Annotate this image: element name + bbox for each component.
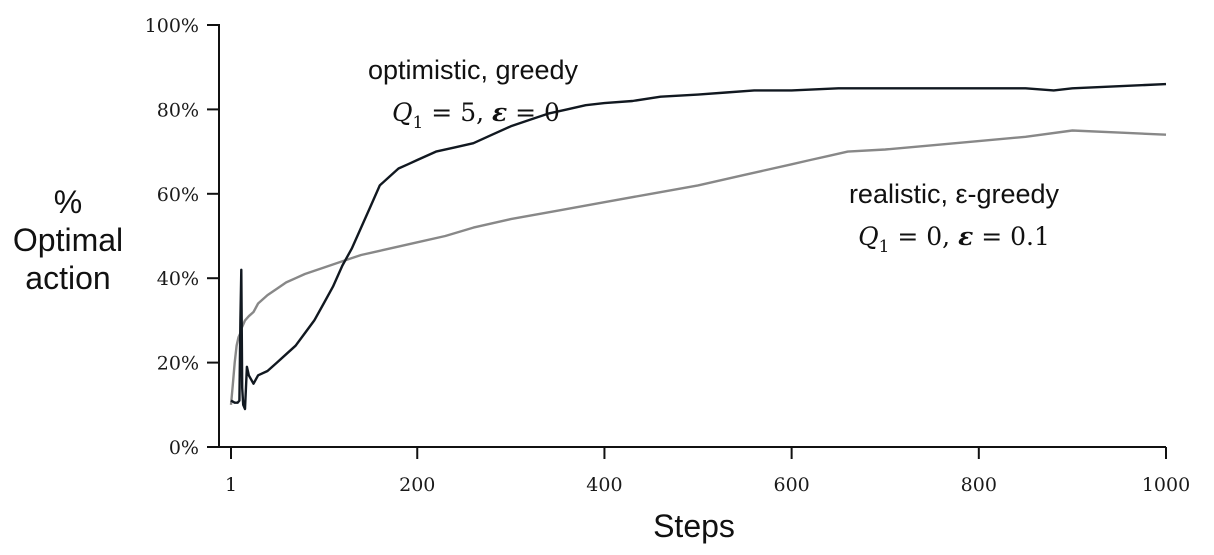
annotation-optimistic-params: Q1 = 5, ε = 0 bbox=[392, 98, 560, 133]
y-tick-label: 20% bbox=[157, 353, 199, 375]
y-tick-label: 40% bbox=[157, 268, 199, 290]
y-axis-title-line-1: % bbox=[54, 184, 82, 220]
series-group bbox=[229, 82, 1167, 411]
y-ticks: 0% 20% 40% 60% 80% 100% bbox=[145, 15, 219, 459]
axes bbox=[218, 24, 1166, 448]
y-tick-label: 80% bbox=[157, 99, 199, 121]
annotation-realistic-params: Q1 = 0, ε = 0.1 bbox=[858, 222, 1050, 257]
x-tick-label: 1000 bbox=[1142, 474, 1190, 496]
annotation-optimistic: optimistic, greedy Q1 = 5, ε = 0 bbox=[368, 55, 579, 133]
x-ticks: 1 200 400 600 800 1000 bbox=[225, 447, 1190, 496]
x-tick-label: 800 bbox=[961, 474, 997, 496]
x-tick-label: 400 bbox=[586, 474, 622, 496]
x-tick-label: 200 bbox=[399, 474, 435, 496]
x-axis-title: Steps bbox=[653, 508, 735, 544]
y-axis-title-line-2: Optimal bbox=[13, 222, 123, 258]
annotation-realistic: realistic, ε-greedy Q1 = 0, ε = 0.1 bbox=[849, 179, 1060, 257]
annotation-realistic-label: realistic, ε-greedy bbox=[849, 179, 1060, 209]
annotation-optimistic-label: optimistic, greedy bbox=[368, 55, 579, 85]
y-tick-label: 0% bbox=[169, 437, 199, 459]
x-tick-label: 1 bbox=[225, 474, 237, 496]
series-line-realistic-epsilon-greedy bbox=[229, 129, 1167, 405]
y-axis-title: % Optimal action bbox=[13, 184, 123, 296]
x-tick-label: 600 bbox=[773, 474, 809, 496]
y-tick-label: 60% bbox=[157, 184, 199, 206]
y-tick-label: 100% bbox=[145, 15, 199, 37]
series-line-optimistic-greedy bbox=[230, 82, 1167, 411]
y-axis-title-line-3: action bbox=[25, 260, 110, 296]
